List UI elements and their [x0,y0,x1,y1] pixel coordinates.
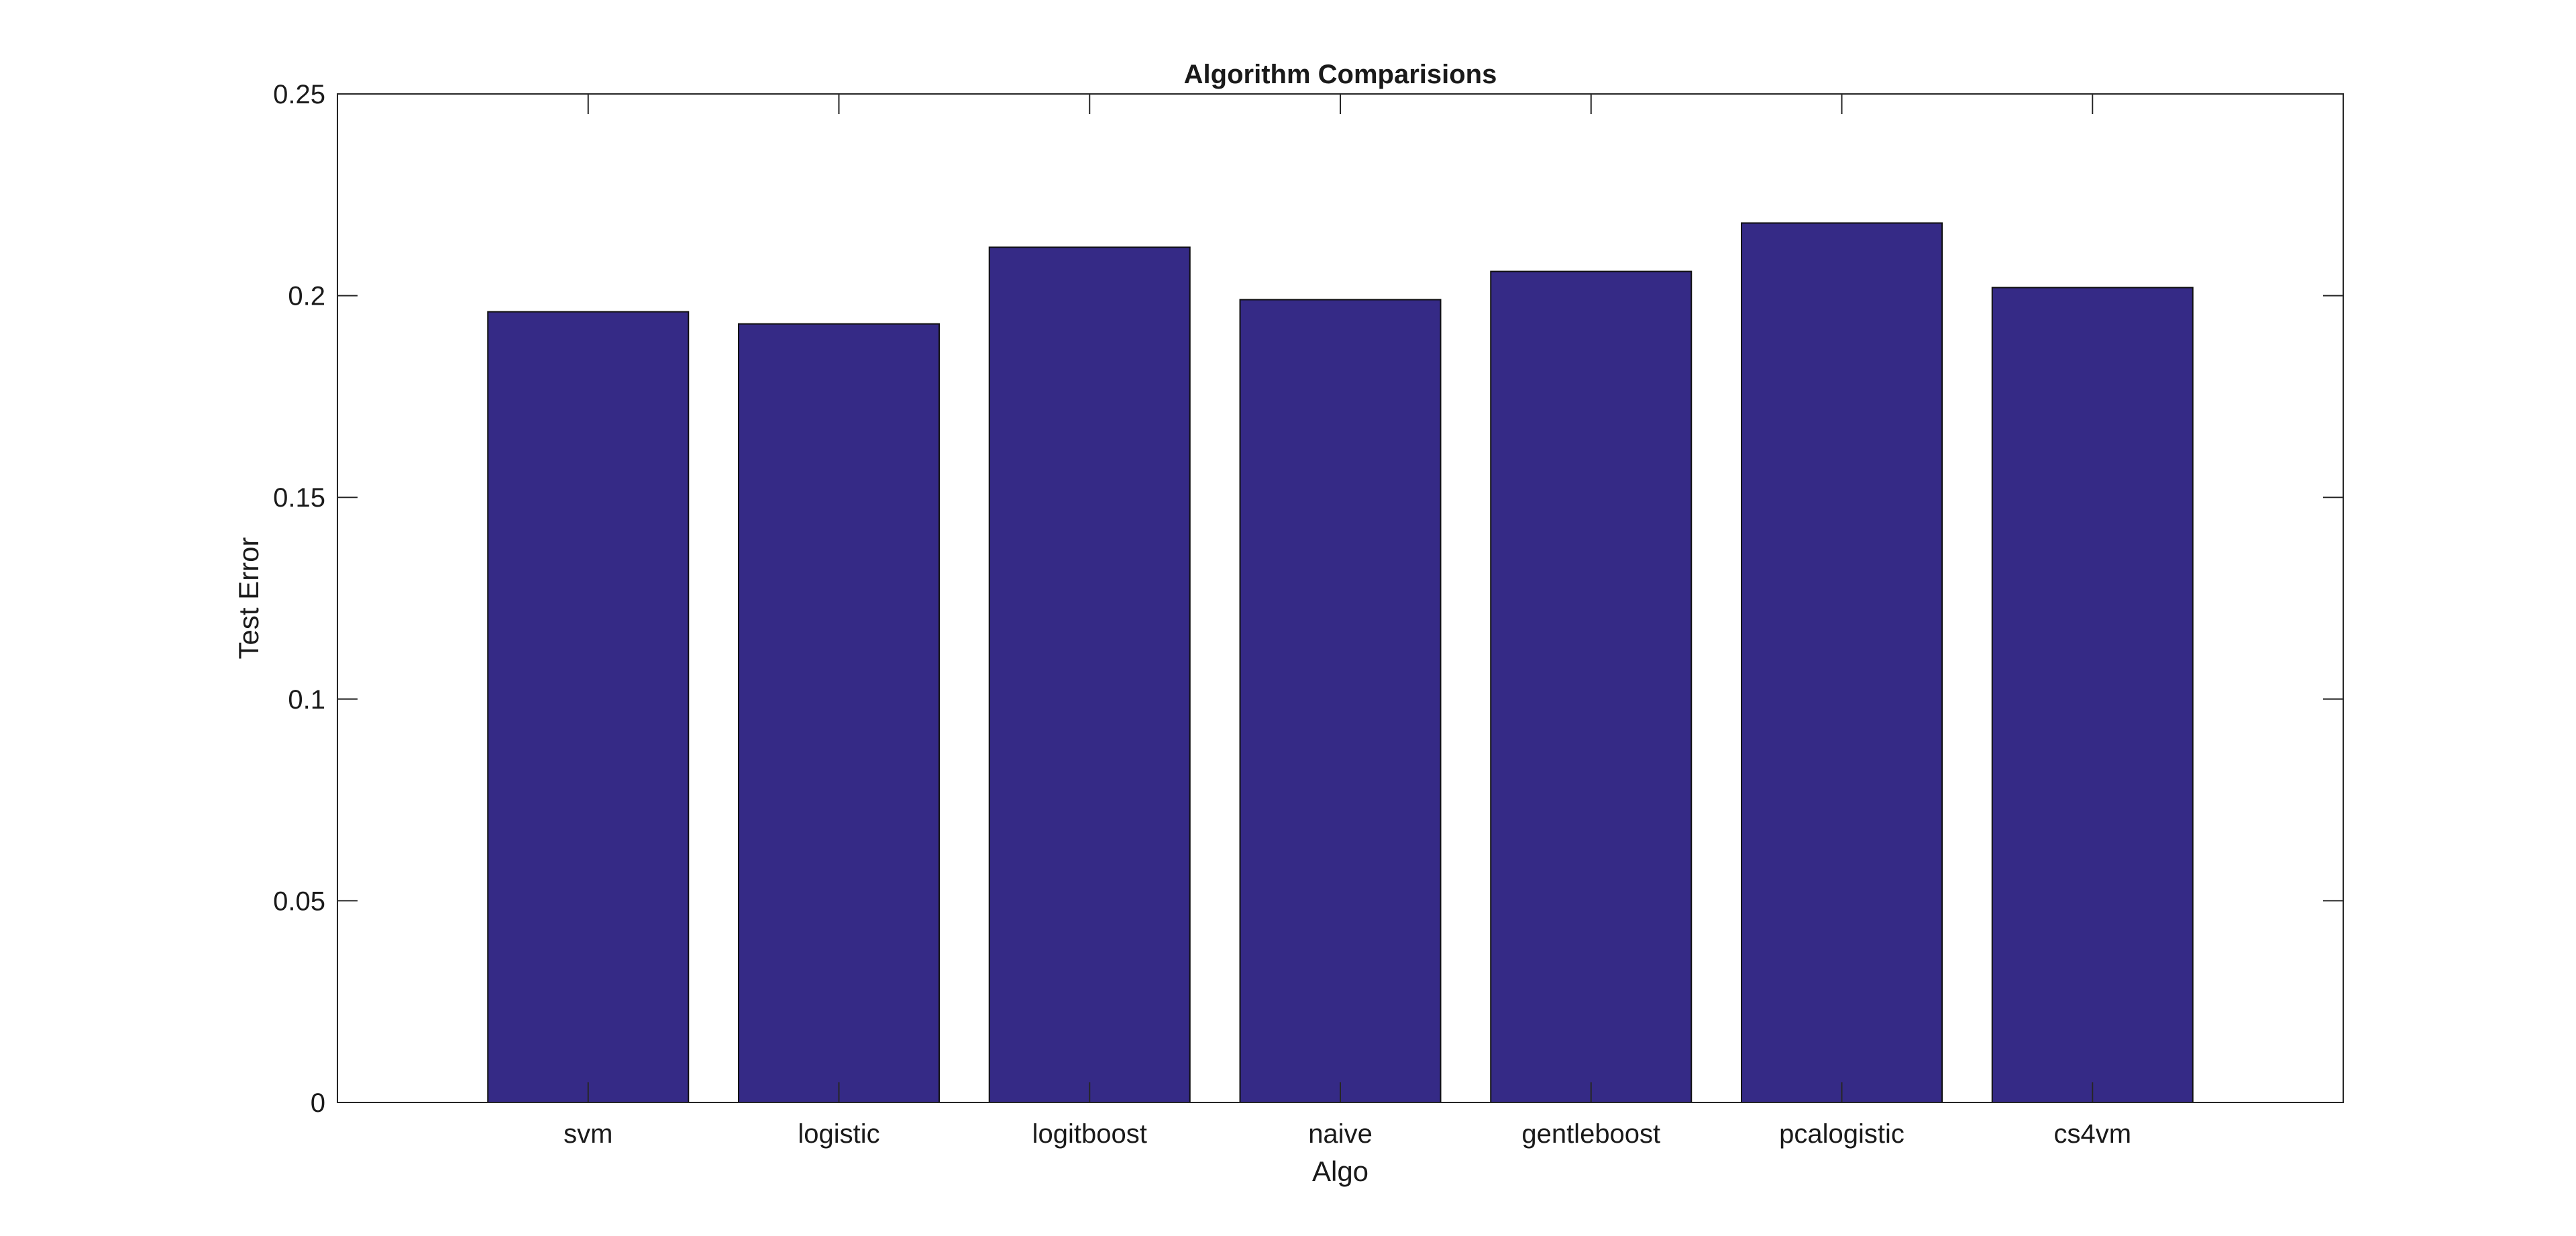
chart-title: Algorithm Comparisions [1184,60,1497,89]
bar-naive [1239,299,1442,1103]
y-tick-labels: 0 0.05 0.1 0.15 0.2 0.25 [273,80,325,1118]
bar-logitboost [988,246,1191,1103]
y-tick-label: 0.25 [273,80,325,109]
bar-logistic [738,323,940,1104]
x-tick-label-naive: naive [1308,1119,1373,1149]
x-axis-label: Algo [1312,1155,1368,1187]
ticks-layer [337,93,2343,1103]
x-tick-label-logistic: logistic [798,1119,879,1149]
x-tick-label-gentleboost: gentleboost [1521,1119,1660,1149]
bar-svm [487,311,690,1104]
y-tick-label: 0.05 [273,886,325,916]
bar-pcalogistic [1741,222,1943,1103]
y-tick-label: 0.15 [273,483,325,513]
x-tick-label-logitboost: logitboost [1032,1119,1147,1149]
y-tick-label: 0.1 [288,685,325,715]
y-tick-label: 0 [311,1088,325,1118]
x-tick-label-pcalogistic: pcalogistic [1779,1119,1904,1149]
bar-gentleboost [1490,270,1693,1104]
bar-cs4vm [1991,287,2194,1103]
x-tick-labels: svm logistic logitboost naive gentleboost pca… [564,1119,2131,1149]
y-axis-label: Test Error [233,537,264,659]
x-tick-label-cs4vm: cs4vm [2053,1119,2131,1149]
y-tick-label: 0.2 [288,282,325,311]
x-tick-label-svm: svm [564,1119,612,1149]
bars-layer [487,222,2194,1104]
